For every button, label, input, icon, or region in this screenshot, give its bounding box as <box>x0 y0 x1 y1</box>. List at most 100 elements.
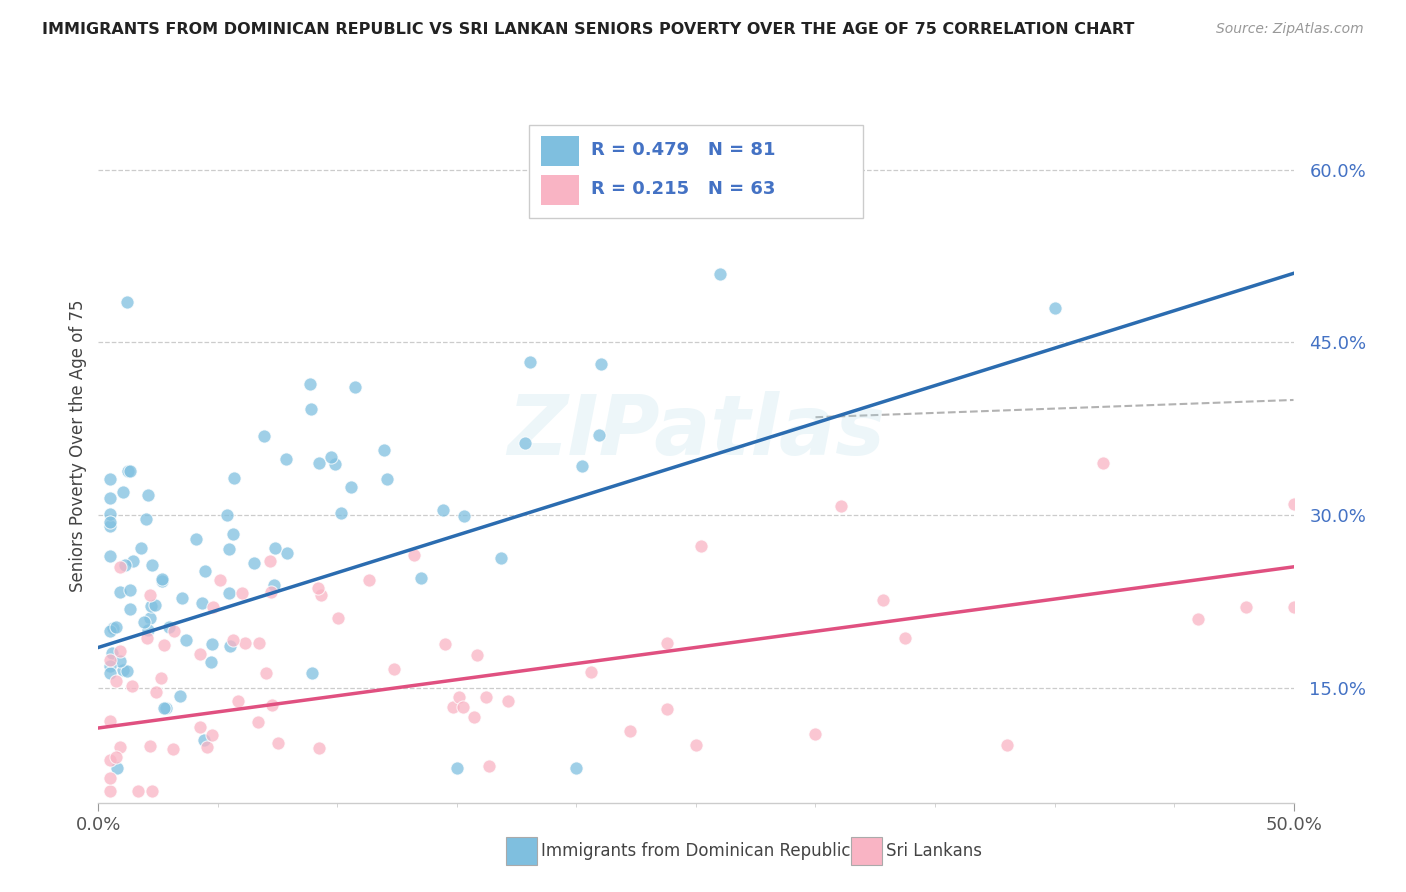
Point <box>110 643 132 657</box>
Point <box>136 624 159 638</box>
Point <box>449 690 471 704</box>
Point <box>1282 497 1305 511</box>
Point <box>243 556 266 570</box>
Point <box>98 784 122 798</box>
Point <box>135 512 157 526</box>
Point <box>219 639 242 653</box>
Bar <box>540 175 579 205</box>
Point <box>451 700 474 714</box>
Point <box>619 724 641 739</box>
Point <box>186 532 208 546</box>
Point <box>98 714 122 728</box>
Point <box>565 761 588 775</box>
Point <box>131 541 153 555</box>
Point <box>489 551 512 566</box>
Point <box>465 648 488 662</box>
Point <box>247 715 270 730</box>
Point <box>150 672 173 686</box>
Point <box>105 620 128 634</box>
Point <box>98 518 122 533</box>
Point <box>108 559 131 574</box>
Point <box>191 596 214 610</box>
Point <box>264 541 287 556</box>
Point <box>209 573 232 587</box>
Point <box>121 679 143 693</box>
Point <box>231 586 253 600</box>
Point <box>872 592 894 607</box>
Point <box>170 591 193 606</box>
Point <box>150 572 173 586</box>
Text: Immigrants from Dominican Republic: Immigrants from Dominican Republic <box>541 842 851 860</box>
Point <box>689 539 711 553</box>
Point <box>589 357 612 371</box>
Point <box>98 653 122 667</box>
Text: Source: ZipAtlas.com: Source: ZipAtlas.com <box>1216 22 1364 37</box>
Point <box>132 615 155 630</box>
Point <box>233 636 256 650</box>
Point <box>157 620 180 634</box>
Point <box>432 503 454 517</box>
Point <box>411 571 433 585</box>
Point <box>201 729 224 743</box>
Point <box>139 599 162 613</box>
Point <box>143 598 166 612</box>
Point <box>153 638 176 652</box>
Point <box>190 720 212 734</box>
Point <box>256 665 278 680</box>
Point <box>194 564 217 578</box>
Point <box>307 581 329 595</box>
Point <box>382 662 405 676</box>
Text: Sri Lankans: Sri Lankans <box>886 842 981 860</box>
Point <box>138 588 160 602</box>
Point <box>145 684 167 698</box>
Point <box>309 588 332 602</box>
Point <box>301 666 323 681</box>
Point <box>163 624 186 639</box>
Point <box>655 702 678 716</box>
Point <box>136 631 159 645</box>
Point <box>404 548 426 562</box>
Point <box>319 450 342 464</box>
Point <box>434 637 457 651</box>
Point <box>114 558 136 573</box>
Point <box>115 295 138 310</box>
Point <box>443 699 465 714</box>
Point <box>1282 600 1305 615</box>
Point <box>117 664 139 678</box>
Point <box>343 380 366 394</box>
Point <box>108 653 131 667</box>
Point <box>222 632 245 647</box>
Point <box>328 611 350 625</box>
Point <box>105 761 128 775</box>
Point <box>193 732 215 747</box>
Text: R = 0.215   N = 63: R = 0.215 N = 63 <box>591 180 775 198</box>
Point <box>226 694 249 708</box>
Point <box>200 655 222 669</box>
Point <box>276 546 298 560</box>
Point <box>98 507 122 521</box>
Point <box>117 464 139 478</box>
Point <box>463 709 485 723</box>
Point <box>169 689 191 703</box>
Point <box>141 784 163 798</box>
Point <box>588 427 610 442</box>
Point <box>221 527 243 541</box>
Point <box>138 739 160 753</box>
Point <box>1043 301 1066 315</box>
Point <box>995 738 1018 752</box>
Point <box>98 753 122 767</box>
Point <box>108 740 131 755</box>
Y-axis label: Seniors Poverty Over the Age of 75: Seniors Poverty Over the Age of 75 <box>69 300 87 592</box>
Point <box>100 646 122 660</box>
Point <box>446 761 468 775</box>
Point <box>830 499 852 513</box>
Point <box>139 611 162 625</box>
Point <box>299 402 322 417</box>
Point <box>263 577 285 591</box>
Point <box>101 621 124 635</box>
Point <box>253 429 276 443</box>
Point <box>121 554 143 568</box>
Point <box>153 700 176 714</box>
Point <box>111 484 134 499</box>
Point <box>453 508 475 523</box>
